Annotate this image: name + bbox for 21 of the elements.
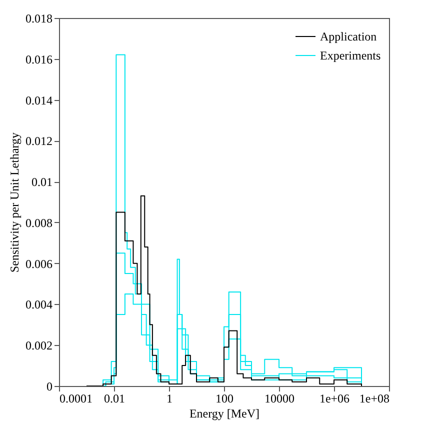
y-tick-label: 0.004 [26, 298, 52, 312]
x-tick-label: 1e+06 [319, 392, 350, 406]
x-tick-label: 0.01 [104, 392, 125, 406]
legend-label: Experiments [320, 48, 381, 62]
y-tick-label: 0.018 [26, 12, 52, 26]
y-tick-label: 0.006 [26, 256, 52, 271]
legend-label: Application [320, 30, 377, 44]
y-tick-label: 0.016 [26, 52, 52, 66]
x-axis-title: Energy [MeV] [189, 406, 260, 420]
y-tick-label: 0.002 [26, 338, 52, 353]
y-tick-label: 0.01 [32, 175, 52, 190]
x-tick-label: 1e+08 [359, 392, 390, 406]
x-tick-label: 1 [166, 392, 172, 406]
x-tick-label: 10000 [264, 392, 294, 406]
x-tick-label: 0.0001 [60, 392, 92, 406]
y-axis-title: Sensitivity per Unit Lethargy [8, 132, 22, 273]
y-tick-label: 0.012 [26, 134, 52, 148]
y-tick-label: 0 [46, 380, 52, 394]
y-tick-label: 0.014 [26, 93, 52, 108]
x-tick-label: 100 [216, 392, 234, 406]
y-tick-label: 0.008 [26, 216, 52, 230]
